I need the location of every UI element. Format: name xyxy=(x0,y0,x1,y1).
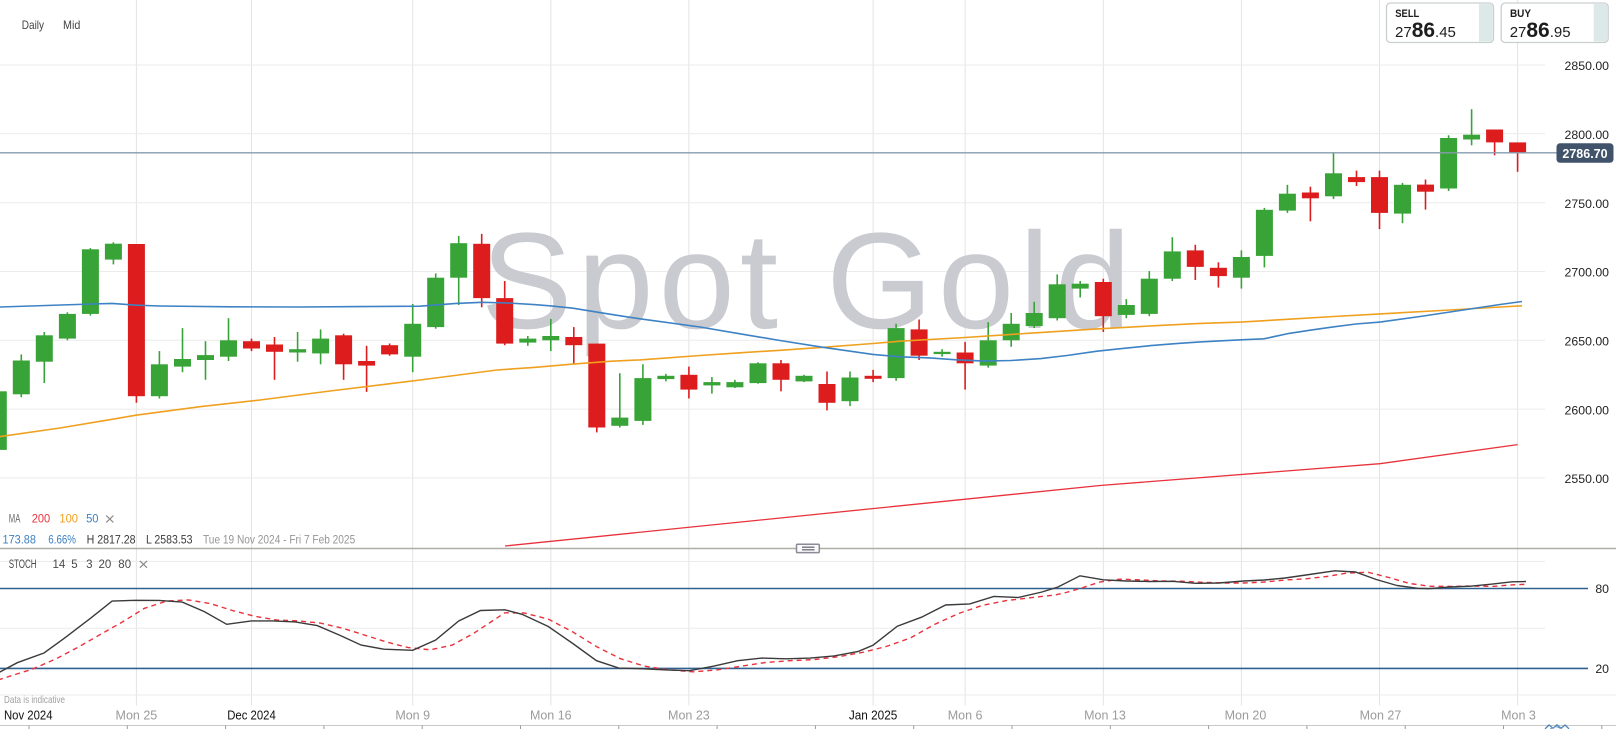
svg-text:MA: MA xyxy=(9,514,21,526)
svg-text:Mon 16: Mon 16 xyxy=(530,709,572,723)
svg-text:2650.00: 2650.00 xyxy=(1565,335,1610,349)
svg-text:2786.95: 2786.95 xyxy=(1510,19,1571,42)
svg-text:Jan 2025: Jan 2025 xyxy=(849,709,898,723)
svg-text:Daily: Daily xyxy=(22,18,44,32)
svg-text:100: 100 xyxy=(59,514,78,526)
svg-text:Mon 20: Mon 20 xyxy=(1225,709,1267,723)
svg-text:2600.00: 2600.00 xyxy=(1565,403,1610,417)
svg-text:Mon 25: Mon 25 xyxy=(116,709,158,723)
svg-text:2700.00: 2700.00 xyxy=(1565,266,1610,280)
svg-text:20: 20 xyxy=(99,559,112,571)
svg-text:2850.00: 2850.00 xyxy=(1565,59,1610,73)
svg-text:Nov 2024: Nov 2024 xyxy=(4,709,53,723)
svg-text:6.66%: 6.66% xyxy=(48,535,76,547)
svg-text:STOCH: STOCH xyxy=(9,559,37,571)
svg-text:2550.00: 2550.00 xyxy=(1565,472,1610,486)
svg-text:50: 50 xyxy=(86,514,98,526)
svg-text:80: 80 xyxy=(118,559,131,571)
svg-text:Mon 3: Mon 3 xyxy=(1501,709,1536,723)
svg-text:Mon 6: Mon 6 xyxy=(948,709,983,723)
svg-text:200: 200 xyxy=(32,514,51,526)
svg-text:2786.70: 2786.70 xyxy=(1562,147,1607,161)
svg-text:Mon 13: Mon 13 xyxy=(1084,709,1126,723)
svg-text:173.88: 173.88 xyxy=(3,535,36,547)
svg-text:2750.00: 2750.00 xyxy=(1565,197,1610,211)
svg-text:L 2583.53: L 2583.53 xyxy=(146,535,193,547)
svg-text:20: 20 xyxy=(1595,662,1609,676)
svg-text:SELL: SELL xyxy=(1395,8,1419,20)
svg-text:Spot Gold: Spot Gold xyxy=(481,205,1136,358)
svg-text:5: 5 xyxy=(71,559,77,571)
svg-text:Mon 9: Mon 9 xyxy=(395,709,430,723)
svg-text:Mid: Mid xyxy=(63,18,80,32)
svg-text:3: 3 xyxy=(86,559,92,571)
svg-text:Tue 19 Nov 2024 - Fri 7 Feb 20: Tue 19 Nov 2024 - Fri 7 Feb 2025 xyxy=(203,535,355,547)
svg-text:Data is indicative: Data is indicative xyxy=(4,694,65,706)
svg-text:Mon 23: Mon 23 xyxy=(668,709,710,723)
svg-text:2786.45: 2786.45 xyxy=(1395,19,1456,42)
svg-text:H 2817.28: H 2817.28 xyxy=(87,535,136,547)
svg-text:80: 80 xyxy=(1595,582,1609,596)
svg-text:BUY: BUY xyxy=(1510,8,1532,20)
svg-text:Dec 2024: Dec 2024 xyxy=(227,709,276,723)
svg-text:2800.00: 2800.00 xyxy=(1565,128,1610,142)
svg-text:14: 14 xyxy=(53,559,66,571)
svg-text:Mon 27: Mon 27 xyxy=(1360,709,1402,723)
